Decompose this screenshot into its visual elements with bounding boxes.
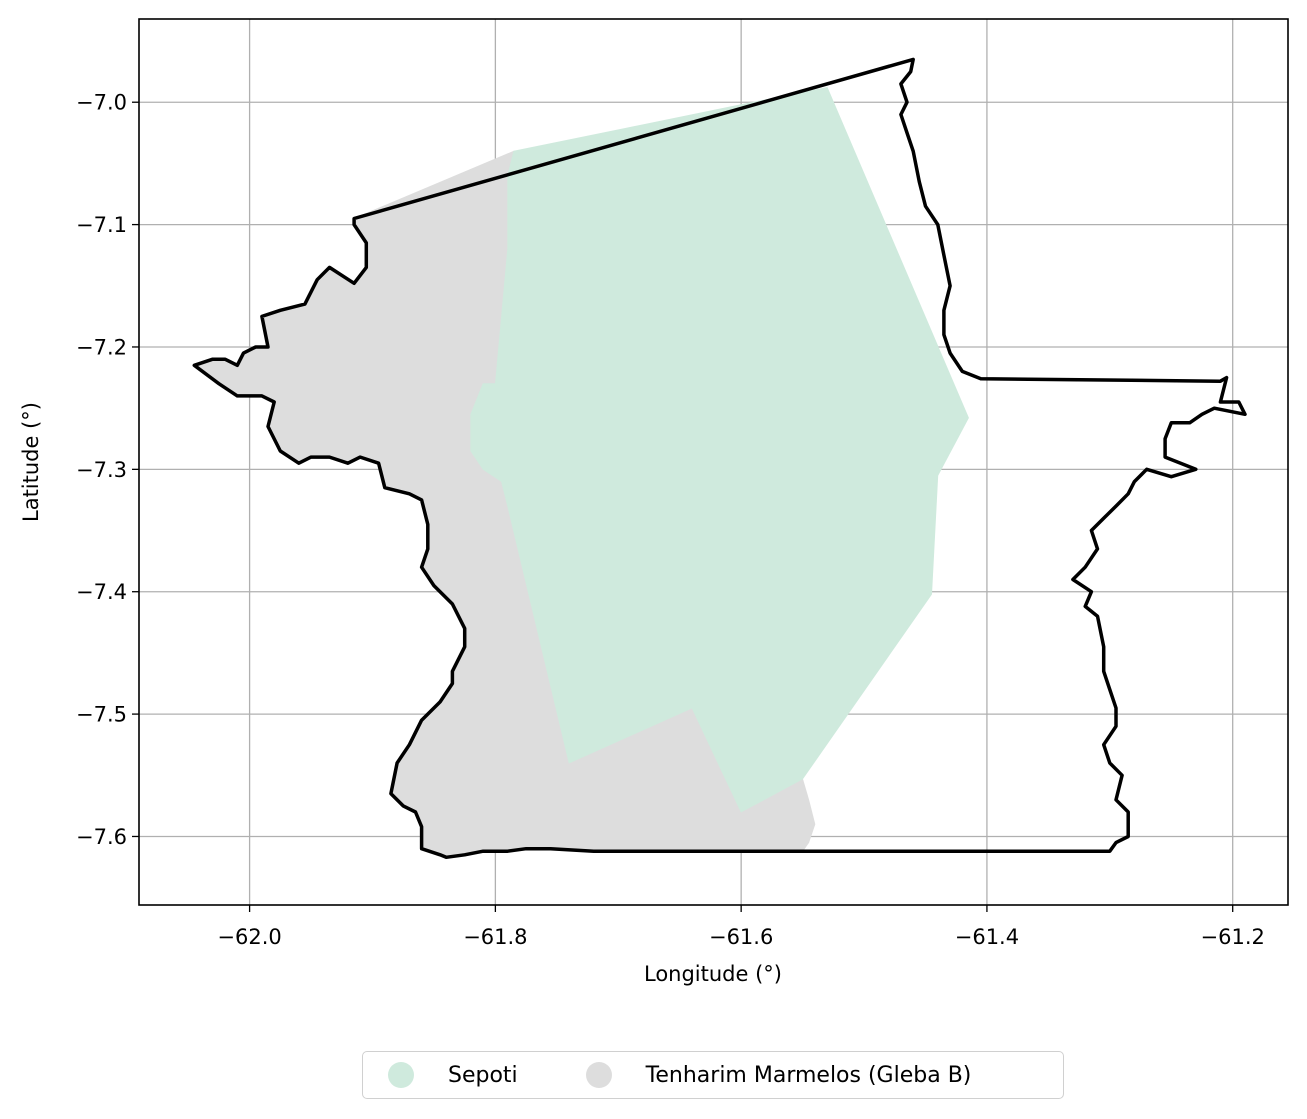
y-tick-label: −7.3 [76,458,127,482]
x-axis-title: Longitude (°) [644,962,782,986]
x-tick-label: −61.8 [463,925,527,949]
plot-frame [138,18,1289,906]
legend-label-sepoti: Sepoti [448,1062,518,1088]
y-tick-label: −7.5 [76,703,127,727]
y-tick-label: −7.4 [76,580,127,604]
sepoti-marker-icon [388,1062,414,1088]
legend-label-tenharim: Tenharim Marmelos (Gleba B) [645,1062,972,1088]
x-tick-label: −61.4 [955,925,1019,949]
y-axis-ticks: −7.0 −7.1 −7.2 −7.3 −7.4 −7.5 −7.6 [76,91,139,849]
legend-item-sepoti: Sepoti [388,1062,518,1088]
boundary-outline [192,57,1247,860]
legend-item-tenharim: Tenharim Marmelos (Gleba B) [585,1062,972,1088]
tenharim-marker-icon [585,1062,612,1088]
x-tick-label: −61.2 [1201,925,1265,949]
x-axis-ticks: −62.0 −61.8 −61.6 −61.4 −61.2 [217,905,1265,949]
legend: Sepoti Tenharim Marmelos (Gleba B) [362,1051,1064,1099]
y-tick-label: −7.6 [76,825,127,849]
y-axis-title: Latitude (°) [19,402,43,522]
municipality-boundary [192,57,1247,860]
y-tick-label: −7.1 [76,213,127,237]
y-tick-label: −7.0 [76,91,127,115]
x-tick-label: −61.6 [709,925,773,949]
sepoti-territory [470,87,969,813]
y-tick-label: −7.2 [76,335,127,359]
territory-areas [193,87,969,858]
x-tick-label: −62.0 [217,925,281,949]
